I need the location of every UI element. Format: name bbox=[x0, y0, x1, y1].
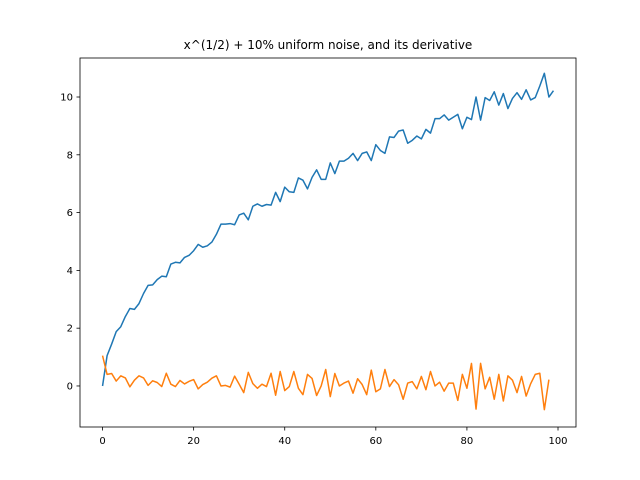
y-tick-label: 4 bbox=[67, 266, 73, 277]
x-tick-label: 80 bbox=[461, 436, 474, 447]
x-tick-label: 20 bbox=[187, 436, 200, 447]
plot-area: 0 20 40 60 80 100 0 2 4 6 8 10 bbox=[60, 57, 577, 447]
chart-title: x^(1/2) + 10% uniform noise, and its der… bbox=[184, 38, 473, 52]
x-tick-label: 0 bbox=[99, 436, 105, 447]
y-tick-label: 2 bbox=[67, 324, 73, 335]
series-layer bbox=[101, 72, 555, 411]
y-tick-label: 6 bbox=[67, 208, 73, 219]
axes-frame bbox=[79, 57, 577, 428]
x-tick-label: 60 bbox=[369, 436, 382, 447]
y-tick-label: 0 bbox=[67, 381, 73, 392]
y-tick-label: 8 bbox=[67, 150, 73, 161]
y-tick-label: 10 bbox=[60, 93, 73, 104]
series-line-1 bbox=[101, 72, 555, 387]
x-tick-label: 100 bbox=[548, 436, 567, 447]
x-tick-label: 40 bbox=[278, 436, 291, 447]
axes-layer: 0 20 40 60 80 100 0 2 4 6 8 10 bbox=[60, 57, 577, 447]
series-line-2 bbox=[101, 355, 550, 411]
